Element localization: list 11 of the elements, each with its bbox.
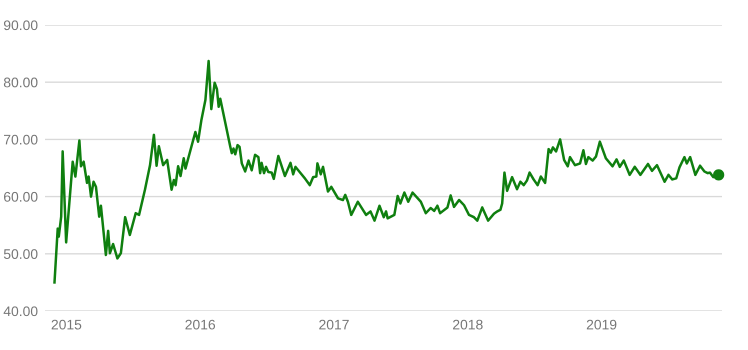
x-tick-label: 2017 [319, 320, 349, 330]
x-tick-label: 2019 [586, 320, 616, 330]
y-tick-label: 40.00 [4, 306, 38, 316]
x-tick-label: 2016 [185, 320, 216, 330]
y-tick-label: 50.00 [4, 249, 38, 259]
y-tick-label: 70.00 [4, 134, 38, 145]
y-tick-label: 90.00 [4, 20, 38, 30]
y-tick-label: 60.00 [4, 192, 38, 202]
x-tick-label: 2015 [52, 320, 82, 330]
y-tick-label: 80.00 [4, 78, 38, 88]
x-tick-label: 2018 [453, 320, 483, 330]
